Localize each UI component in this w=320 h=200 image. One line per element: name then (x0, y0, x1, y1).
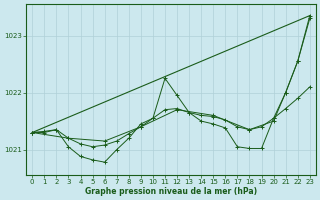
X-axis label: Graphe pression niveau de la mer (hPa): Graphe pression niveau de la mer (hPa) (85, 187, 257, 196)
